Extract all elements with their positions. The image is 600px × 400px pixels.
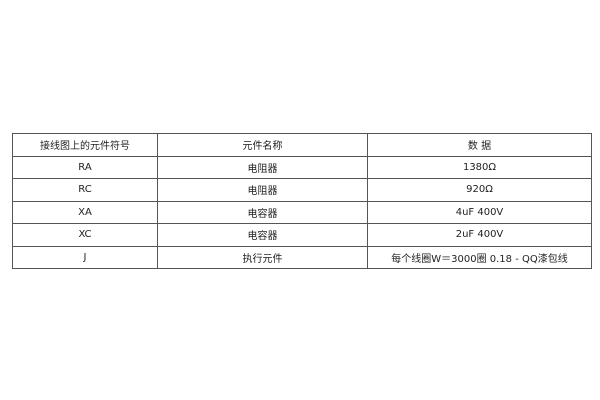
cell-data: 每个线圈W＝3000圈 0.18 - QQ漆包线: [367, 245, 592, 269]
table-header-row: 接线图上的元件符号 元件名称 数 据: [12, 133, 592, 157]
table-row: RC 电阻器 920Ω: [12, 178, 592, 202]
cell-data: 4uF 400V: [367, 200, 592, 224]
cell-name: 电容器: [157, 223, 368, 247]
table-row: XC 电容器 2uF 400V: [12, 223, 592, 247]
cell-data: 2uF 400V: [367, 223, 592, 247]
cell-name: 执行元件: [157, 245, 368, 269]
cell-symbol: XA: [12, 200, 158, 224]
component-table: 接线图上的元件符号 元件名称 数 据 RA 电阻器 1380Ω RC 电阻器 9…: [12, 133, 592, 269]
table-row: RA 电阻器 1380Ω: [12, 155, 592, 179]
header-symbol: 接线图上的元件符号: [12, 133, 158, 157]
header-name: 元件名称: [157, 133, 368, 157]
cell-name: 电阻器: [157, 155, 368, 179]
table-row: J 执行元件 每个线圈W＝3000圈 0.18 - QQ漆包线: [12, 245, 592, 269]
cell-data: 1380Ω: [367, 155, 592, 179]
cell-name: 电容器: [157, 200, 368, 224]
cell-symbol: XC: [12, 223, 158, 247]
cell-data: 920Ω: [367, 178, 592, 202]
cell-symbol: RA: [12, 155, 158, 179]
cell-symbol: J: [12, 245, 158, 269]
cell-symbol: RC: [12, 178, 158, 202]
cell-name: 电阻器: [157, 178, 368, 202]
header-data: 数 据: [367, 133, 592, 157]
table-row: XA 电容器 4uF 400V: [12, 200, 592, 224]
